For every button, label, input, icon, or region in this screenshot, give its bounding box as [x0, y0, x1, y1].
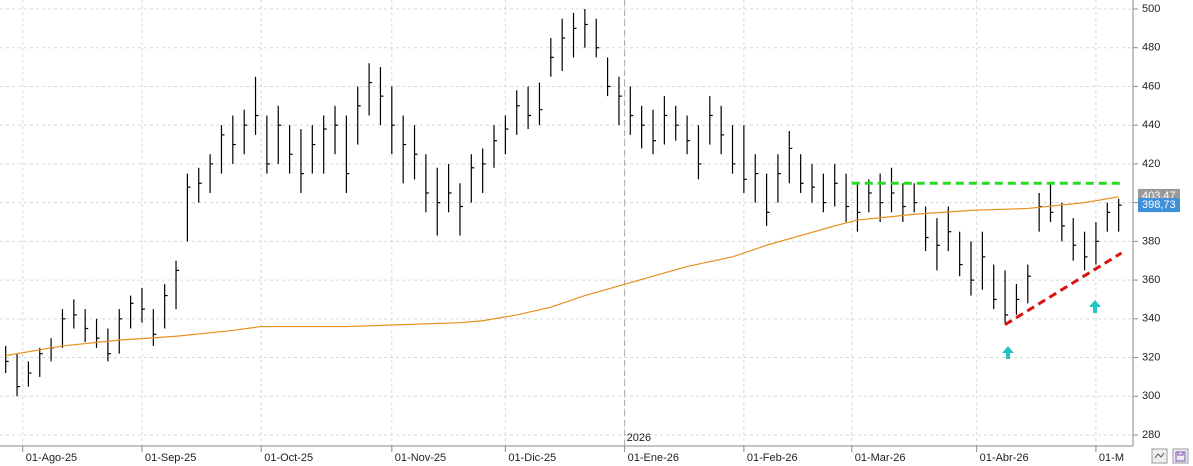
y-tick-label: 440	[1142, 119, 1160, 131]
grid	[0, 0, 1133, 446]
y-tick-label: 340	[1142, 313, 1160, 325]
x-tick-label: 01-Ago-25	[26, 452, 77, 464]
y-tick-label: 500	[1142, 3, 1160, 15]
y-tick-label: 480	[1142, 42, 1160, 54]
year-label: 2026	[627, 432, 651, 444]
moving-average	[5, 196, 1119, 357]
trend-line	[1004, 251, 1123, 326]
y-tick-label: 300	[1142, 390, 1160, 402]
zoom-icon	[1154, 452, 1165, 459]
y-tick-label: 420	[1142, 158, 1160, 170]
price-tag-label: 398,73	[1142, 199, 1176, 211]
x-tick-label: 01-Ene-26	[628, 452, 679, 464]
x-tick-label: 01-Dic-25	[508, 452, 556, 464]
y-tick-label: 320	[1142, 351, 1160, 363]
y-tick-label: 360	[1142, 274, 1160, 286]
x-tick-label: 01-Sep-25	[145, 452, 196, 464]
y-tick-label: 380	[1142, 235, 1160, 247]
save-icon	[1175, 451, 1186, 462]
x-tick-label: 01-M	[1099, 452, 1124, 464]
axes: 28030032034036038040042044046048050001-A…	[22, 3, 1180, 464]
arrow-up	[1089, 300, 1101, 313]
x-tick-label: 01-Nov-25	[395, 452, 446, 464]
arrow-up	[1002, 346, 1014, 359]
x-tick-label: 01-Abr-26	[980, 452, 1029, 464]
price-tag	[1138, 198, 1180, 213]
x-tick-label: 01-Mar-26	[855, 452, 906, 464]
plot	[5, 9, 1123, 397]
x-tick-label: 01-Feb-26	[747, 452, 798, 464]
y-tick-label: 280	[1142, 429, 1160, 441]
x-tick-label: 01-Oct-25	[264, 452, 313, 464]
y-tick-label: 460	[1142, 80, 1160, 92]
